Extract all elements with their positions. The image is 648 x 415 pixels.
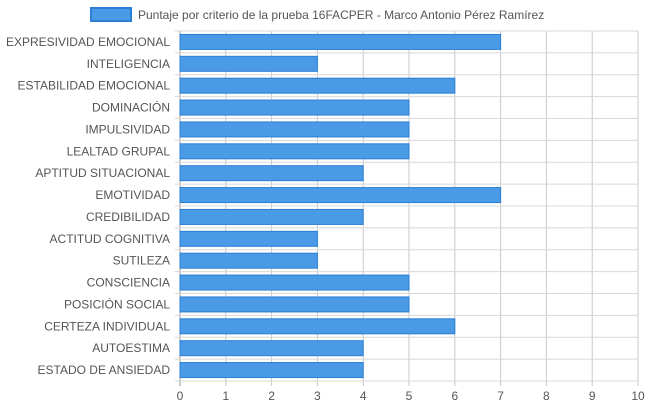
y-axis-labels: EXPRESIVIDAD EMOCIONAL INTELIGENCIA ESTABI…: [6, 35, 170, 377]
category-label: IMPULSIVIDAD: [85, 122, 170, 136]
bar[interactable]: [179, 121, 410, 138]
bar[interactable]: [179, 99, 410, 116]
bar[interactable]: [179, 296, 410, 313]
legend-swatch[interactable]: [90, 7, 132, 22]
bar[interactable]: [179, 55, 318, 72]
x-tick-label: 8: [543, 389, 550, 403]
x-tick-label: 7: [497, 389, 504, 403]
category-label: EMOTIVIDAD: [95, 188, 170, 202]
category-label: APTITUD SITUACIONAL: [35, 166, 170, 180]
bar[interactable]: [179, 318, 456, 335]
category-label: AUTOESTIMA: [92, 341, 170, 355]
bar[interactable]: [179, 77, 456, 94]
x-tick-label: 6: [451, 389, 458, 403]
bar[interactable]: [179, 33, 502, 50]
bar[interactable]: [179, 165, 364, 182]
category-label: ACTITUD COGNITIVA: [50, 232, 170, 246]
bar[interactable]: [179, 252, 318, 269]
category-label: ESTABILIDAD EMOCIONAL: [18, 79, 171, 93]
category-label: DOMINACIÓN: [92, 100, 170, 115]
x-tick-label: 10: [631, 389, 645, 403]
category-label: ESTADO DE ANSIEDAD: [38, 363, 171, 377]
category-label: CREDIBILIDAD: [86, 210, 170, 224]
bar[interactable]: [179, 187, 502, 204]
bar[interactable]: [179, 362, 364, 379]
bar[interactable]: [179, 274, 410, 291]
category-label: CERTEZA INDIVIDUAL: [44, 319, 170, 333]
x-axis-tick-labels: 0 1 2 3 4 5 6 7 8 9 10: [177, 389, 645, 403]
category-label: LEALTAD GRUPAL: [67, 144, 171, 158]
x-tick-label: 9: [589, 389, 596, 403]
category-label: INTELIGENCIA: [87, 57, 170, 71]
category-label: SUTILEZA: [113, 254, 170, 268]
x-tick-label: 1: [222, 389, 229, 403]
bar[interactable]: [179, 143, 410, 160]
category-label: CONSCIENCIA: [87, 276, 170, 290]
x-tick-label: 5: [406, 389, 413, 403]
bar[interactable]: [179, 208, 364, 225]
category-label: EXPRESIVIDAD EMOCIONAL: [6, 35, 170, 49]
x-tick-label: 3: [314, 389, 321, 403]
legend[interactable]: Puntaje por criterio de la prueba 16FACP…: [90, 7, 544, 22]
category-label: POSICIÓN SOCIAL: [64, 296, 170, 311]
x-tick-label: 2: [268, 389, 275, 403]
bar[interactable]: [179, 340, 364, 357]
bars: [179, 33, 502, 379]
legend-label[interactable]: Puntaje por criterio de la prueba 16FACP…: [138, 8, 544, 22]
bar[interactable]: [179, 230, 318, 247]
x-tick-label: 0: [177, 389, 184, 403]
x-tick-label: 4: [360, 389, 367, 403]
